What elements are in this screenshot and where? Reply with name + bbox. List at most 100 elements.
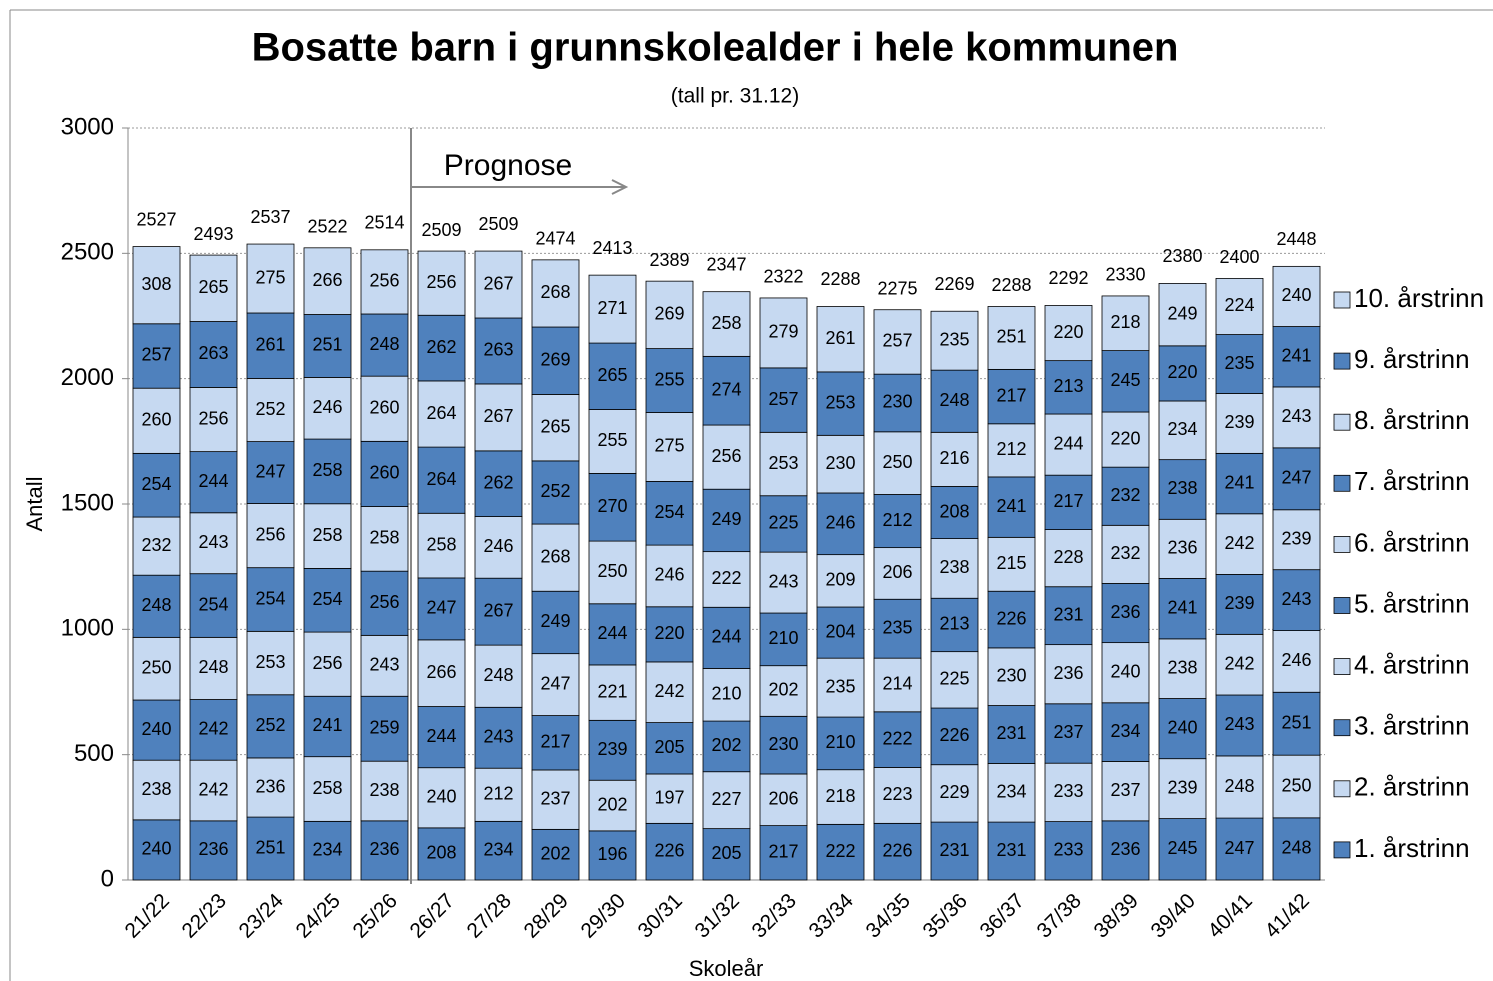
- segment-label: 246: [654, 565, 684, 585]
- segment-label: 257: [882, 331, 912, 351]
- segment-label: 231: [996, 840, 1026, 860]
- segment-label: 234: [312, 839, 342, 859]
- bar-segment: [246, 694, 295, 759]
- segment-label: 230: [768, 734, 798, 754]
- bar-segment: [360, 249, 409, 315]
- segment-label: 239: [1167, 777, 1197, 797]
- bar-segment: [531, 460, 580, 525]
- legend-swatch: [1333, 780, 1351, 798]
- bar-segment: [1215, 513, 1264, 575]
- bar-segment: [987, 590, 1036, 649]
- bar-segment: [132, 516, 181, 576]
- bar-segment: [873, 373, 922, 433]
- bar-segment: [303, 314, 352, 378]
- segment-label: 222: [882, 728, 912, 748]
- segment-label: 248: [1281, 838, 1311, 858]
- segment-label: 223: [882, 784, 912, 804]
- bar-segment: [360, 634, 409, 697]
- bar-segment: [1158, 400, 1207, 461]
- total-label: 2527: [136, 209, 176, 229]
- segment-label: 220: [1110, 428, 1140, 448]
- bar-segment: [189, 451, 238, 514]
- segment-label: 220: [654, 623, 684, 643]
- x-tick-label: 23/24: [235, 889, 289, 943]
- legend-label: 6. årstrinn: [1354, 527, 1470, 557]
- chart-title: Bosatte barn i grunnskolealder i hele ko…: [252, 26, 1179, 70]
- segment-label: 215: [996, 553, 1026, 573]
- segment-label: 204: [825, 621, 855, 641]
- bar-segment: [417, 767, 466, 829]
- bar-segment: [189, 759, 238, 822]
- x-tick-label: 24/25: [292, 889, 345, 942]
- segment-label: 243: [369, 655, 399, 675]
- total-label: 2347: [706, 254, 746, 274]
- bar-segment: [1272, 509, 1321, 571]
- x-tick-label: 26/27: [406, 889, 459, 942]
- segment-label: 256: [198, 408, 228, 428]
- segment-label: 254: [141, 474, 171, 494]
- segment-label: 244: [711, 627, 741, 647]
- segment-label: 202: [597, 794, 627, 814]
- bar-segment: [645, 280, 694, 349]
- bar-segment: [930, 821, 979, 881]
- bar-segment: [132, 574, 181, 638]
- segment-label: 253: [768, 453, 798, 473]
- bar-segment: [1158, 518, 1207, 579]
- segment-label: 216: [939, 448, 969, 468]
- legend-swatch: [1333, 413, 1351, 431]
- segment-label: 260: [141, 410, 171, 430]
- segment-label: 241: [996, 496, 1026, 516]
- bar-segment: [1158, 818, 1207, 881]
- bar-segment: [873, 822, 922, 881]
- segment-label: 232: [1110, 485, 1140, 505]
- bar-segment: [417, 380, 466, 448]
- total-label: 2292: [1048, 268, 1088, 288]
- bar-segment: [930, 486, 979, 539]
- bar-segment: [303, 247, 352, 315]
- segment-label: 259: [369, 717, 399, 737]
- segment-label: 240: [141, 839, 171, 859]
- bar-segment: [1101, 524, 1150, 584]
- segment-label: 266: [312, 270, 342, 290]
- segment-label: 235: [825, 676, 855, 696]
- bar-segment: [1044, 586, 1093, 646]
- x-tick-label: 27/28: [463, 889, 516, 942]
- segment-label: 254: [198, 594, 228, 614]
- y-tick-label: 2000: [61, 364, 114, 391]
- segment-label: 249: [540, 611, 570, 631]
- total-label: 2413: [592, 238, 632, 258]
- segment-label: 253: [255, 652, 285, 672]
- segment-label: 217: [768, 842, 798, 862]
- x-tick-label: 30/31: [634, 889, 687, 942]
- bar-segment: [189, 636, 238, 700]
- bar-segment: [417, 446, 466, 514]
- bar-segment: [474, 767, 523, 822]
- bar-segment: [417, 827, 466, 881]
- bar-segment: [1215, 817, 1264, 881]
- bar-segment: [246, 243, 295, 314]
- y-tick-label: 1000: [61, 615, 114, 642]
- bar-segment: [303, 503, 352, 569]
- segment-label: 225: [939, 669, 969, 689]
- bar-segment: [1101, 466, 1150, 526]
- segment-label: 268: [540, 282, 570, 302]
- bar-segment: [189, 254, 238, 322]
- segment-label: 275: [255, 267, 285, 287]
- segment-label: 248: [369, 334, 399, 354]
- segment-label: 231: [939, 840, 969, 860]
- x-tick-label: 33/34: [805, 889, 859, 943]
- segment-label: 213: [939, 614, 969, 634]
- segment-label: 263: [198, 343, 228, 363]
- bar-segment: [759, 665, 808, 717]
- bar-segment: [588, 274, 637, 344]
- segment-label: 228: [1053, 547, 1083, 567]
- segment-label: 225: [768, 513, 798, 533]
- segment-label: 243: [1224, 714, 1254, 734]
- chart-subtitle: (tall pr. 31.12): [671, 85, 799, 108]
- bar-segment: [702, 291, 751, 357]
- bar-segment: [1158, 345, 1207, 402]
- bar-segment: [246, 503, 295, 569]
- bar-segment: [417, 250, 466, 316]
- segment-label: 242: [198, 719, 228, 739]
- segment-label: 250: [141, 657, 171, 677]
